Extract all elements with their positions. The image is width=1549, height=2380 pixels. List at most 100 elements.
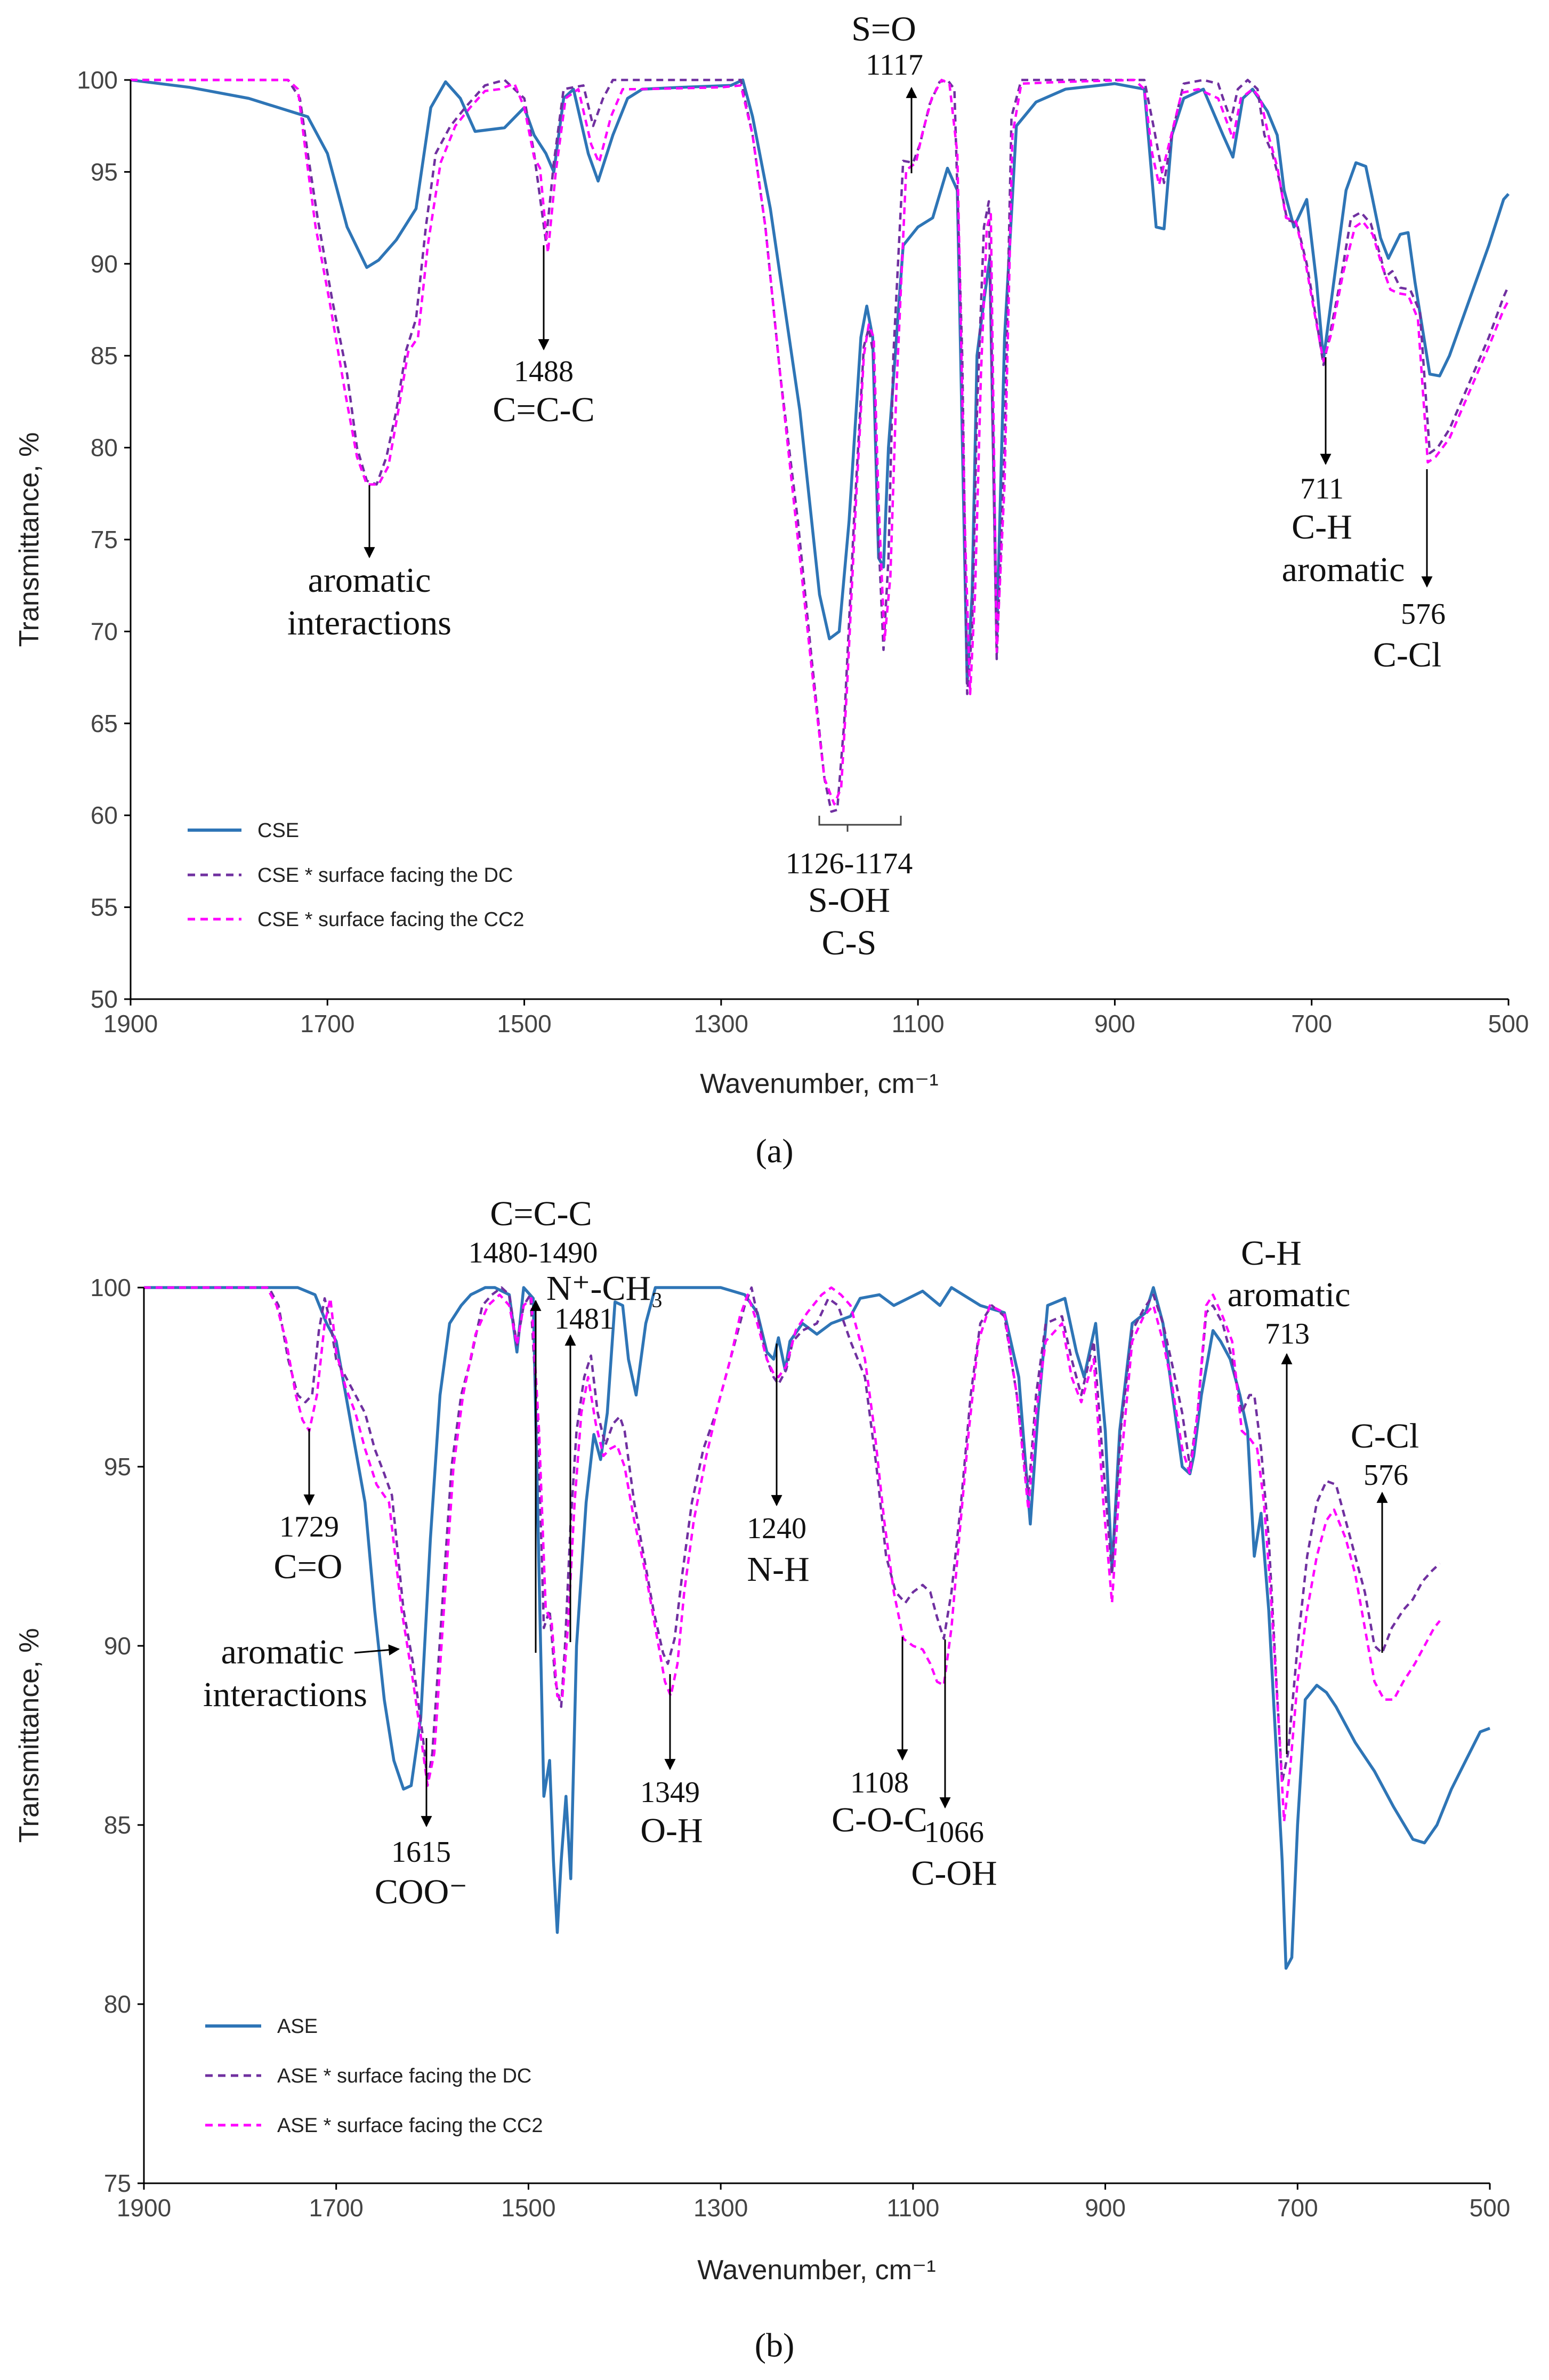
ann-b-ccl-label: C-Cl [1351, 1417, 1419, 1456]
ann-a-aromatic-line2: interactions [287, 604, 451, 642]
chart-b-annotations: C=C-C 1480-1490 N⁺-CH₃ 1481 C-H aromatic… [203, 1194, 1419, 1911]
chart-b-ylabel: Transmittance, % [14, 1628, 45, 1843]
chart-a-ytick-label: 55 [91, 894, 118, 921]
ann-b-1349-label: O-H [640, 1811, 703, 1850]
chart-a: 1900 1700 1500 1300 1100 900 700 500 50 55 60 65 70 7… [14, 10, 1529, 1170]
chart-b: 1900 1700 1500 1300 1100 900 700 500 75 80 85 90 95 1… [14, 1194, 1510, 2364]
chart-b-series-base [144, 1286, 1490, 1970]
ann-b-ccc-label: C=C-C [490, 1194, 592, 1233]
legend-b-cc2-label: ASE * surface facing the CC2 [277, 2114, 543, 2137]
ann-a-711-label2: aromatic [1282, 550, 1405, 589]
ann-b-1615-label: COO⁻ [375, 1872, 467, 1911]
chart-b-series [144, 1286, 1490, 1970]
ann-a-range-bracket [818, 816, 902, 832]
chart-b-legend: ASE ASE * surface facing the DC ASE * su… [205, 2015, 543, 2137]
chart-a-xtick-label: 1100 [892, 1010, 945, 1038]
ann-b-1066-label: C-OH [911, 1854, 997, 1893]
chart-a-ytick-label: 60 [91, 801, 118, 829]
chart-b-series-cc2 [144, 1286, 1441, 1823]
legend-a-dc-label: CSE * surface facing the DC [257, 864, 513, 887]
legend-b-dc-label: ASE * surface facing the DC [277, 2065, 531, 2087]
chart-b-xtick-label: 500 [1470, 2194, 1511, 2222]
ann-a-range-value: 1126-1174 [786, 847, 913, 880]
ann-b-1729-value: 1729 [279, 1510, 339, 1543]
chart-a-xtick-label: 1900 [103, 1010, 158, 1038]
legend-a-cc2-label: CSE * surface facing the CC2 [257, 908, 525, 931]
ann-b-713-label: C-H [1241, 1234, 1302, 1273]
ann-a-711-value: 711 [1300, 472, 1344, 505]
chart-a-xtick-label: 900 [1094, 1010, 1135, 1038]
chart-a-xlabel: Wavenumber, cm⁻¹ [700, 1068, 938, 1099]
ann-a-aromatic-line1: aromatic [308, 561, 431, 600]
chart-b-xtick-label: 1700 [309, 2194, 364, 2222]
chart-b-ytick-label: 80 [104, 1990, 131, 2018]
legend-b-ase-label: ASE [277, 2015, 318, 2038]
ann-b-aromatic-line1: aromatic [221, 1633, 344, 1671]
ann-b-576-value: 576 [1364, 1459, 1408, 1492]
ann-a-range-label: S-OH [808, 881, 890, 920]
ann-b-1349-value: 1349 [640, 1776, 700, 1809]
chart-a-xtick-label: 1500 [497, 1010, 551, 1038]
ann-a-so-value: 1117 [866, 49, 923, 82]
chart-b-xtick-label: 1300 [693, 2194, 748, 2222]
ann-a-1488-value: 1488 [514, 355, 574, 388]
chart-b-series-dc [144, 1286, 1441, 1783]
chart-a-xtick-label: 1700 [300, 1010, 354, 1038]
chart-a-legend: CSE CSE * surface facing the DC CSE * su… [188, 819, 525, 931]
chart-b-ticks: 1900 1700 1500 1300 1100 900 700 500 75 80 85 90 95 1… [90, 1274, 1510, 2222]
ann-b-713-value: 713 [1265, 1317, 1310, 1350]
ann-a-1488-label: C=C-C [493, 390, 594, 429]
chart-a-ytick-label: 75 [91, 526, 118, 553]
ann-a-711-label: C-H [1292, 508, 1352, 546]
ann-b-1729-label: C=O [274, 1547, 343, 1586]
chart-b-xtick-label: 1900 [117, 2194, 171, 2222]
ann-a-range-label2: C-S [822, 923, 877, 962]
chart-b-ytick-label: 75 [104, 2169, 131, 2197]
chart-a-ytick-label: 80 [91, 434, 118, 462]
chart-a-ytick-label: 95 [91, 158, 118, 186]
chart-a-annotations: S=O 1117 1488 C=C-C aromatic interaction… [287, 10, 1446, 962]
chart-a-series [130, 78, 1510, 813]
ann-b-ccc-value: 1480-1490 [469, 1236, 598, 1269]
chart-a-series-cc2 [131, 78, 1510, 806]
chart-a-ytick-label: 90 [91, 250, 118, 278]
chart-b-ytick-label: 100 [90, 1274, 131, 1301]
ann-b-1240-value: 1240 [747, 1512, 806, 1545]
chart-a-ylabel: Transmittance, % [14, 432, 45, 647]
chart-a-panel-label: (a) [755, 1132, 793, 1170]
ann-b-aromatic-line2: interactions [203, 1675, 367, 1714]
ann-b-1108-value: 1108 [850, 1766, 909, 1799]
chart-a-ytick-label: 50 [91, 985, 118, 1013]
chart-b-panel-label: (b) [755, 2326, 795, 2364]
chart-a-series-base [130, 78, 1510, 685]
chart-b-ytick-label: 95 [104, 1453, 131, 1481]
ann-b-aromatic-arrow [354, 1644, 400, 1656]
ann-b-713-label2: aromatic [1228, 1275, 1351, 1314]
legend-a-cse-label: CSE [257, 819, 299, 842]
chart-a-xtick-label: 500 [1488, 1010, 1529, 1038]
chart-a-ytick-label: 65 [91, 710, 118, 737]
chart-a-ytick-label: 100 [77, 66, 118, 94]
chart-b-xtick-label: 1500 [501, 2194, 555, 2222]
chart-a-ytick-label: 70 [91, 617, 118, 645]
chart-b-xlabel: Wavenumber, cm⁻¹ [697, 2255, 935, 2286]
ann-a-576-label: C-Cl [1373, 636, 1441, 674]
ann-a-576-value: 576 [1401, 598, 1446, 631]
ann-a-so-label: S=O [851, 10, 916, 49]
ann-b-1108-label: C-O-C [832, 1800, 927, 1839]
chart-a-ticks: 1900 1700 1500 1300 1100 900 700 500 50 55 60 65 70 7… [77, 66, 1529, 1038]
chart-b-xtick-label: 900 [1085, 2194, 1126, 2222]
ann-b-nch3-label: N⁺-CH₃ [546, 1269, 663, 1308]
chart-a-ytick-label: 85 [91, 342, 118, 369]
chart-a-xtick-label: 1300 [694, 1010, 748, 1038]
chart-b-xtick-label: 700 [1277, 2194, 1318, 2222]
ann-b-1615-value: 1615 [391, 1836, 451, 1869]
chart-b-ytick-label: 90 [104, 1632, 131, 1660]
ann-b-1481-value: 1481 [554, 1302, 614, 1336]
ann-b-1240-label: N-H [747, 1550, 809, 1589]
chart-b-ytick-label: 85 [104, 1811, 131, 1839]
ann-b-1066-value: 1066 [924, 1816, 984, 1849]
chart-a-xtick-label: 700 [1291, 1010, 1332, 1038]
chart-b-xtick-label: 1100 [886, 2194, 939, 2222]
